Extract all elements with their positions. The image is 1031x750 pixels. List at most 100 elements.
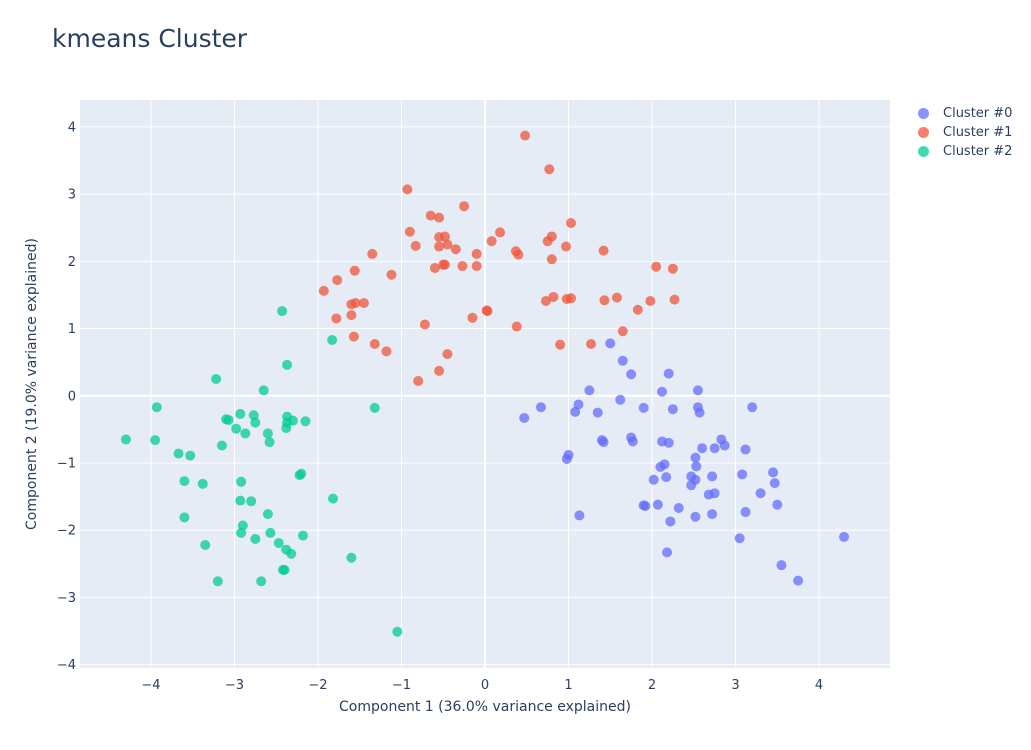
data-point[interactable]: [348, 331, 359, 342]
data-point[interactable]: [429, 263, 440, 274]
data-point[interactable]: [598, 437, 609, 448]
data-point[interactable]: [638, 402, 649, 413]
data-point[interactable]: [442, 349, 453, 360]
data-point[interactable]: [358, 298, 369, 309]
data-point[interactable]: [586, 339, 597, 350]
data-point[interactable]: [690, 452, 701, 463]
data-point[interactable]: [404, 226, 415, 237]
data-point[interactable]: [769, 478, 780, 489]
data-point[interactable]: [686, 480, 697, 491]
data-point[interactable]: [755, 488, 766, 499]
legend[interactable]: Cluster #0 Cluster #1 Cluster #2: [918, 104, 1012, 161]
data-point[interactable]: [691, 461, 702, 472]
data-point[interactable]: [277, 306, 288, 317]
data-point[interactable]: [425, 210, 436, 221]
data-point[interactable]: [346, 552, 357, 563]
data-point[interactable]: [434, 241, 445, 252]
data-point[interactable]: [173, 448, 184, 459]
data-point[interactable]: [548, 291, 559, 302]
data-point[interactable]: [367, 248, 378, 259]
data-point[interactable]: [434, 212, 445, 223]
data-point[interactable]: [264, 437, 275, 448]
data-point[interactable]: [669, 294, 680, 305]
data-point[interactable]: [346, 310, 357, 321]
data-point[interactable]: [223, 414, 234, 425]
data-point[interactable]: [457, 261, 468, 272]
data-point[interactable]: [151, 402, 162, 413]
data-point[interactable]: [776, 560, 787, 571]
data-point[interactable]: [627, 436, 638, 447]
data-point[interactable]: [277, 564, 288, 575]
data-point[interactable]: [663, 368, 674, 379]
data-point[interactable]: [574, 510, 585, 521]
data-point[interactable]: [592, 407, 603, 418]
data-point[interactable]: [511, 321, 522, 332]
data-point[interactable]: [540, 295, 551, 306]
data-point[interactable]: [300, 416, 311, 427]
data-point[interactable]: [692, 385, 703, 396]
data-point[interactable]: [793, 575, 804, 586]
data-point[interactable]: [419, 319, 430, 330]
data-point[interactable]: [439, 231, 450, 242]
data-point[interactable]: [392, 626, 403, 637]
data-point[interactable]: [584, 385, 595, 396]
data-point[interactable]: [327, 334, 338, 345]
data-point[interactable]: [661, 472, 672, 483]
data-point[interactable]: [450, 244, 461, 255]
data-point[interactable]: [331, 313, 342, 324]
data-point[interactable]: [703, 489, 714, 500]
data-point[interactable]: [386, 269, 397, 280]
data-point[interactable]: [235, 495, 246, 506]
data-point[interactable]: [566, 293, 577, 304]
data-point[interactable]: [294, 470, 305, 481]
data-point[interactable]: [236, 527, 247, 538]
data-point[interactable]: [328, 493, 339, 504]
data-point[interactable]: [495, 227, 506, 238]
data-point[interactable]: [768, 467, 779, 478]
data-point[interactable]: [231, 423, 242, 434]
data-point[interactable]: [626, 369, 637, 380]
data-point[interactable]: [273, 537, 284, 548]
data-point[interactable]: [561, 453, 572, 464]
data-point[interactable]: [719, 440, 730, 451]
data-point[interactable]: [662, 547, 673, 558]
data-point[interactable]: [120, 434, 131, 445]
data-point[interactable]: [673, 503, 684, 514]
data-point[interactable]: [734, 533, 745, 544]
data-point[interactable]: [663, 437, 674, 448]
data-point[interactable]: [297, 530, 308, 541]
data-point[interactable]: [520, 130, 531, 141]
data-point[interactable]: [246, 496, 257, 507]
data-point[interactable]: [236, 476, 247, 487]
data-point[interactable]: [542, 236, 553, 247]
data-point[interactable]: [467, 312, 478, 323]
legend-item-cluster-1[interactable]: Cluster #1: [918, 123, 1012, 142]
data-point[interactable]: [697, 443, 708, 454]
legend-item-cluster-2[interactable]: Cluster #2: [918, 142, 1012, 161]
data-point[interactable]: [459, 201, 470, 212]
data-point[interactable]: [555, 339, 566, 350]
data-point[interactable]: [471, 261, 482, 272]
data-point[interactable]: [185, 450, 196, 461]
data-point[interactable]: [651, 261, 662, 272]
data-point[interactable]: [265, 527, 276, 538]
data-point[interactable]: [349, 265, 360, 276]
data-point[interactable]: [570, 406, 581, 417]
data-point[interactable]: [256, 576, 267, 587]
data-point[interactable]: [281, 423, 292, 434]
data-point[interactable]: [381, 346, 392, 357]
data-point[interactable]: [546, 254, 557, 265]
data-point[interactable]: [258, 385, 269, 396]
data-point[interactable]: [839, 531, 850, 542]
data-point[interactable]: [566, 218, 577, 229]
data-point[interactable]: [632, 304, 643, 315]
data-point[interactable]: [434, 365, 445, 376]
data-point[interactable]: [617, 355, 628, 366]
data-point[interactable]: [772, 499, 783, 510]
data-point[interactable]: [690, 511, 701, 522]
data-point[interactable]: [369, 339, 380, 350]
data-point[interactable]: [179, 512, 190, 523]
data-point[interactable]: [262, 428, 273, 439]
data-point[interactable]: [665, 516, 676, 527]
data-point[interactable]: [645, 295, 656, 306]
